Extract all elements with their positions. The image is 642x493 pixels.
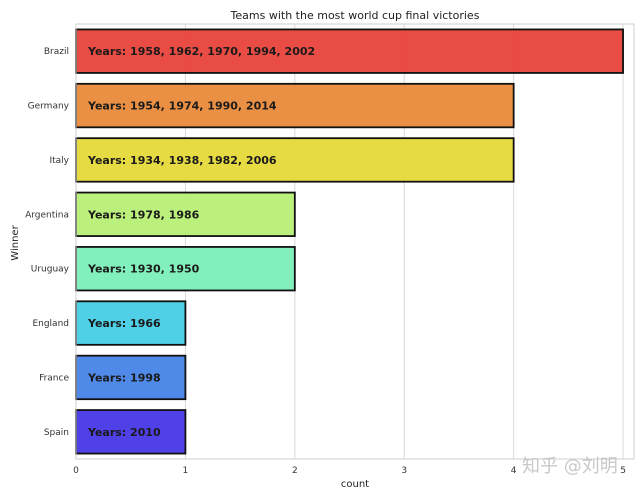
watermark: 知乎 @刘明 (522, 456, 618, 477)
bar-annotation: Years: 1934, 1938, 1982, 2006 (87, 154, 277, 167)
bar-annotation: Years: 2010 (87, 426, 161, 439)
x-tick-label: 2 (292, 466, 298, 476)
x-tick-label: 0 (73, 466, 79, 476)
bar (75, 354, 187, 401)
x-tick-label: 1 (183, 466, 189, 476)
y-tick-label: Uruguay (31, 265, 70, 275)
bar-annotation: Years: 1966 (87, 317, 161, 330)
y-tick-label: Italy (49, 156, 69, 166)
y-tick-label: France (39, 373, 69, 383)
bar (75, 137, 515, 183)
bar-annotation: Years: 1998 (87, 371, 161, 384)
y-tick-label: England (32, 319, 69, 329)
y-tick-label: Argentina (25, 210, 69, 220)
x-tick-label: 4 (511, 466, 517, 476)
bar (75, 246, 296, 292)
bar-annotation: Years: 1954, 1974, 1990, 2014 (87, 100, 277, 113)
bar (75, 28, 624, 74)
bar-annotation: Years: 1958, 1962, 1970, 1994, 2002 (87, 45, 315, 58)
x-tick-label: 3 (401, 466, 407, 476)
y-tick-label: Germany (28, 102, 70, 112)
x-tick-label: 5 (620, 466, 626, 476)
y-axis-label: Winner (10, 224, 21, 260)
chart-title: Teams with the most world cup final vict… (230, 9, 480, 22)
plot-frame (75, 23, 635, 460)
bar-annotation: Years: 1930, 1950 (87, 263, 200, 276)
y-tick-label: Spain (44, 428, 69, 438)
bar (75, 300, 187, 346)
plot-area: 0 1 2 3 4 5 Brazil Years: 1958, 1962, 1970, 199… (25, 23, 635, 476)
x-axis-label: count (341, 479, 369, 490)
bar (75, 409, 187, 455)
bar (75, 191, 296, 237)
y-tick-label: Brazil (44, 47, 69, 57)
bar-annotation: Years: 1978, 1986 (87, 208, 200, 221)
